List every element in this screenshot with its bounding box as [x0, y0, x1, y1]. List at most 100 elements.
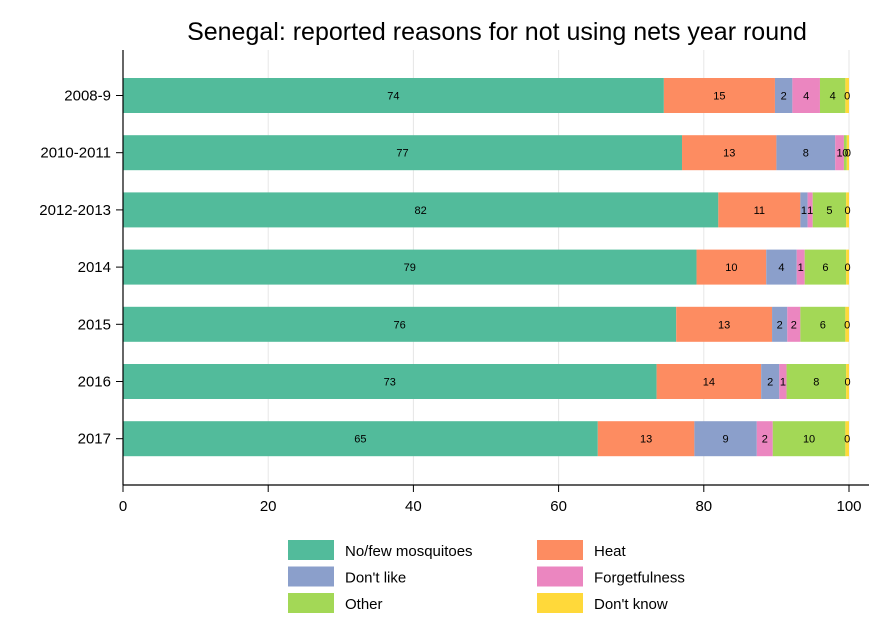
- data-label-6-3: 2: [762, 434, 768, 446]
- legend: No/few mosquitoes Heat Don't like Forgetful…: [288, 540, 685, 613]
- bar-2-0: [123, 192, 719, 228]
- bar-6-0: [123, 421, 598, 457]
- bar-6-3: [756, 421, 773, 457]
- data-label-0-5: 0: [844, 91, 850, 103]
- y-tick-label-1: 2010-2011: [40, 145, 111, 162]
- bar-4-4: [800, 306, 846, 342]
- data-label-4-2: 2: [777, 319, 783, 331]
- chart-title: Senegal: reported reasons for not using …: [187, 18, 807, 46]
- bar-1-0: [123, 135, 683, 171]
- bar-3-1: [696, 249, 767, 285]
- bar-4-1: [676, 306, 773, 342]
- data-label-3-4: 6: [822, 262, 828, 274]
- data-label-0-4: 4: [830, 91, 836, 103]
- data-label-3-0: 79: [404, 262, 416, 274]
- x-tick-label-5: 100: [836, 498, 861, 515]
- data-label-5-4: 8: [813, 377, 819, 389]
- y-tick-label-2: 2012-2013: [39, 202, 111, 219]
- bar-1-4: [843, 135, 847, 171]
- legend-swatch-4: [288, 593, 334, 613]
- bar-2-2: [800, 192, 808, 228]
- y-tick-label-3: 2014: [78, 259, 111, 276]
- bar-2-4: [812, 192, 847, 228]
- bar-0-0: [123, 78, 664, 113]
- data-label-5-2: 2: [767, 377, 773, 389]
- bar-3-2: [766, 249, 797, 285]
- bar-4-2: [772, 306, 788, 342]
- data-label-5-1: 14: [703, 377, 715, 389]
- bar-2-1: [718, 192, 801, 228]
- axes: 2008-92010-20112012-20132014201520162017…: [39, 50, 869, 515]
- legend-label-3: Forgetfulness: [594, 570, 685, 587]
- bar-0-5: [845, 78, 849, 113]
- data-label-2-3: 1: [807, 205, 813, 217]
- bar-5-0: [123, 364, 657, 399]
- data-label-2-5: 0: [844, 205, 850, 217]
- data-label-1-2: 8: [803, 148, 809, 160]
- bar-2-3: [807, 192, 813, 228]
- data-label-1-3: 1: [836, 148, 842, 160]
- x-tick-label-3: 60: [550, 498, 567, 515]
- bar-4-3: [787, 306, 801, 342]
- bar-4-0: [123, 306, 677, 342]
- legend-swatch-0: [288, 540, 334, 560]
- data-label-0-2: 2: [781, 91, 787, 103]
- bar-0-4: [819, 78, 846, 113]
- bar-3-3: [796, 249, 805, 285]
- bar-4-5: [845, 306, 849, 342]
- bar-1-2: [776, 135, 836, 171]
- y-tick-label-0: 2008-9: [64, 88, 111, 105]
- bar-1-5: [846, 135, 849, 171]
- data-label-3-5: 0: [844, 262, 850, 274]
- bar-0-2: [774, 78, 793, 113]
- data-label-3-3: 1: [798, 262, 804, 274]
- legend-swatch-1: [537, 540, 583, 560]
- data-label-5-5: 0: [844, 377, 850, 389]
- data-label-0-1: 15: [713, 91, 725, 103]
- legend-label-0: No/few mosquitoes: [345, 543, 473, 560]
- bar-5-2: [761, 364, 780, 399]
- data-label-4-3: 2: [791, 319, 797, 331]
- data-label-3-1: 10: [725, 262, 737, 274]
- data-label-0-0: 74: [387, 91, 399, 103]
- data-label-3-2: 4: [778, 262, 784, 274]
- x-tick-label-1: 20: [260, 498, 277, 515]
- legend-label-2: Don't like: [345, 570, 406, 587]
- y-tick-label-4: 2015: [78, 316, 111, 333]
- data-label-1-1: 13: [723, 148, 735, 160]
- bar-0-1: [663, 78, 775, 113]
- data-label-5-3: 1: [780, 377, 786, 389]
- legend-swatch-2: [288, 566, 334, 587]
- legend-label-1: Heat: [594, 543, 627, 560]
- legend-swatch-3: [537, 566, 583, 587]
- data-label-6-0: 65: [354, 434, 366, 446]
- bar-5-4: [786, 364, 847, 399]
- data-label-1-0: 77: [396, 148, 408, 160]
- x-tick-label-4: 80: [695, 498, 712, 515]
- data-label-5-0: 73: [384, 377, 396, 389]
- legend-swatch-5: [537, 593, 583, 613]
- data-label-2-1: 11: [754, 205, 765, 217]
- bar-3-4: [804, 249, 847, 285]
- bar-3-0: [123, 249, 697, 285]
- bar-6-2: [694, 421, 757, 457]
- y-tick-label-5: 2016: [78, 374, 111, 391]
- bar-6-5: [845, 421, 849, 457]
- data-label-4-0: 76: [393, 319, 405, 331]
- bar-5-1: [656, 364, 762, 399]
- legend-label-4: Other: [345, 596, 383, 613]
- bar-5-3: [779, 364, 787, 399]
- data-label-2-4: 5: [826, 205, 832, 217]
- bar-6-4: [772, 421, 846, 457]
- data-label-1-4: 0: [842, 148, 848, 160]
- y-tick-label-6: 2017: [78, 431, 111, 448]
- data-label-4-1: 13: [718, 319, 730, 331]
- legend-label-5: Don't know: [594, 596, 668, 613]
- bar-0-3: [792, 78, 820, 113]
- data-label-6-5: 0: [844, 434, 850, 446]
- data-label-0-3: 4: [803, 91, 809, 103]
- bar-1-3: [835, 135, 844, 171]
- data-label-6-1: 13: [640, 434, 652, 446]
